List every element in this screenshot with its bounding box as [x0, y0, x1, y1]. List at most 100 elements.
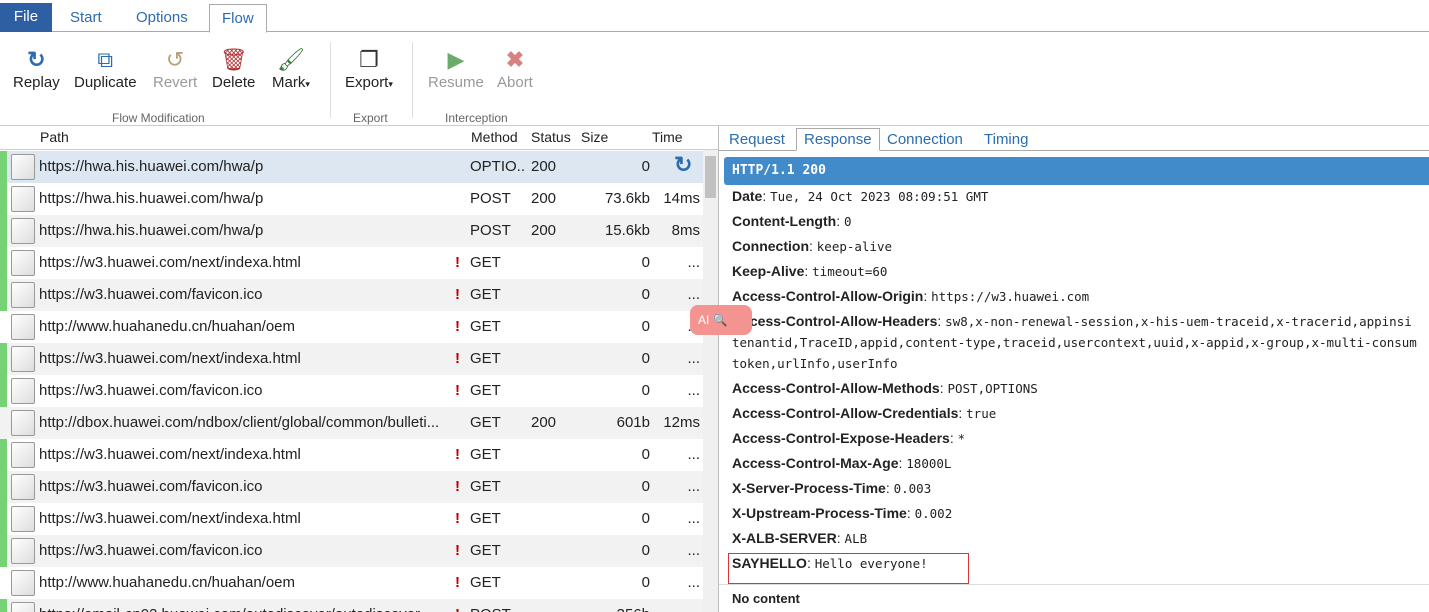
table-row[interactable]: http://www.huahanedu.cn/huahan/oem!GET0.…	[0, 311, 703, 343]
error-icon: !	[455, 286, 460, 303]
table-row[interactable]: https://hwa.his.huawei.com/hwa/p OPTIO...…	[0, 151, 703, 183]
table-row[interactable]: http://dbox.huawei.com/ndbox/client/glob…	[0, 407, 703, 439]
header-name: Access-Control-Allow-Credentials	[732, 405, 959, 421]
replay-label: Replay	[13, 74, 60, 91]
table-row[interactable]: https://w3.huawei.com/next/indexa.html! G…	[0, 439, 703, 471]
size-cell: 0	[641, 318, 650, 335]
refresh-icon: ↻	[27, 47, 46, 72]
header-name: Connection	[732, 238, 809, 254]
revert-button[interactable]: ↺ Revert	[153, 46, 197, 91]
table-row[interactable]: https://w3.huawei.com/next/indexa.html! G…	[0, 503, 703, 535]
size-cell: 0	[641, 510, 650, 527]
header-value: https://w3.huawei.com	[931, 289, 1090, 304]
grid-scrollbar[interactable]	[703, 150, 718, 612]
time-cell: ...	[687, 286, 700, 303]
size-cell: 0	[641, 478, 650, 495]
highlight-box	[728, 553, 969, 584]
tab-timing[interactable]: Timing	[984, 131, 1029, 148]
abort-button[interactable]: ✖ Abort	[497, 46, 533, 91]
column-path[interactable]: Path	[40, 129, 69, 145]
time-cell: ...	[687, 478, 700, 495]
row-icon	[11, 506, 35, 532]
menu-bar: File Start Options Flow	[0, 0, 1429, 33]
error-icon: !	[455, 574, 460, 591]
export-button[interactable]: ❐ Export▾	[345, 46, 393, 91]
tab-connection[interactable]: Connection	[887, 131, 963, 148]
row-icon	[11, 410, 35, 436]
header-name: Date	[732, 188, 763, 204]
header-name: X-ALB-SERVER	[732, 530, 837, 546]
group-label-flow-modification: Flow Modification	[112, 111, 205, 125]
ai-floating-button[interactable]: AI 🔍	[690, 305, 752, 335]
header-value: token,urlInfo,userInfo	[732, 356, 898, 371]
column-method[interactable]: Method	[471, 129, 518, 145]
mark-button[interactable]: 🖌 Mark▾	[272, 46, 310, 91]
header-name: Access-Control-Allow-Headers	[732, 313, 938, 329]
grid-rows: https://hwa.his.huawei.com/hwa/p OPTIO...…	[0, 151, 703, 612]
scrollbar-thumb[interactable]	[705, 156, 716, 198]
row-icon	[11, 282, 35, 308]
tab-start[interactable]: Start	[70, 9, 102, 26]
method-cell: POST	[470, 606, 525, 612]
table-row[interactable]: https://email-cn02.huawei.com/autodiscov…	[0, 599, 703, 612]
table-row[interactable]: https://w3.huawei.com/favicon.ico! GET 0..…	[0, 535, 703, 567]
size-cell: 15.6kb	[604, 222, 650, 239]
detail-tabs: Request Response Connection Timing	[719, 126, 1429, 151]
error-icon: !	[455, 606, 460, 612]
method-cell: GET	[470, 478, 501, 495]
duplicate-button[interactable]: ⧉ Duplicate	[74, 46, 137, 91]
divider	[719, 584, 1429, 585]
mark-indicator	[0, 503, 7, 535]
table-row[interactable]: https://hwa.his.huawei.com/hwa/p POST 200 1…	[0, 215, 703, 247]
method-cell: GET	[470, 254, 501, 271]
method-cell: GET	[470, 350, 501, 367]
header-name: X-Server-Process-Time	[732, 480, 886, 496]
path-cell: https://w3.huawei.com/next/indexa.html	[39, 254, 301, 271]
table-row[interactable]: https://w3.huawei.com/next/indexa.html! G…	[0, 247, 703, 279]
size-cell: 0	[641, 158, 650, 175]
tab-options[interactable]: Options	[136, 9, 188, 26]
method-cell: GET	[470, 382, 501, 399]
path-cell: https://w3.huawei.com/next/indexa.html	[39, 446, 301, 463]
tab-flow[interactable]: Flow	[209, 4, 267, 33]
replay-icon[interactable]: ↻	[674, 152, 693, 177]
size-cell: 0	[641, 542, 650, 559]
table-row[interactable]: https://w3.huawei.com/next/indexa.html! G…	[0, 343, 703, 375]
method-cell: GET	[470, 414, 501, 431]
table-row[interactable]: https://w3.huawei.com/favicon.ico! GET 0..…	[0, 471, 703, 503]
status-cell: 200	[531, 414, 557, 431]
splitter[interactable]	[718, 126, 719, 612]
tab-response[interactable]: Response	[796, 128, 880, 151]
tab-request[interactable]: Request	[729, 131, 785, 148]
row-icon	[11, 442, 35, 468]
column-size[interactable]: Size	[581, 129, 609, 145]
error-icon: !	[455, 478, 460, 495]
header-name: Access-Control-Max-Age	[732, 455, 899, 471]
header-name: Content-Length	[732, 213, 837, 229]
size-cell: 0	[641, 350, 650, 367]
tab-file[interactable]: File	[0, 3, 52, 32]
header-value: *	[957, 431, 966, 446]
revert-label: Revert	[153, 74, 198, 91]
header-line: Access-Control-Expose-Headers: *	[732, 430, 966, 446]
table-row[interactable]: https://w3.huawei.com/favicon.ico! GET 0..…	[0, 375, 703, 407]
mark-indicator	[0, 471, 7, 503]
column-time[interactable]: Time	[652, 129, 683, 145]
delete-button[interactable]: 🗑 Delete	[212, 46, 255, 91]
close-icon: ✖	[505, 47, 525, 72]
row-icon	[11, 602, 35, 612]
time-cell: 12ms	[663, 414, 700, 431]
resume-label: Resume	[428, 74, 484, 91]
resume-button[interactable]: ▶ Resume	[428, 46, 484, 91]
table-row[interactable]: https://w3.huawei.com/favicon.ico! GET 0..…	[0, 279, 703, 311]
time-cell: ...	[687, 542, 700, 559]
group-label-interception: Interception	[445, 111, 508, 125]
replay-button[interactable]: ↻ Replay	[13, 46, 60, 91]
size-cell: 0	[641, 574, 650, 591]
method-cell: GET	[470, 510, 501, 527]
table-row[interactable]: https://hwa.his.huawei.com/hwa/p POST 200 7…	[0, 183, 703, 215]
column-status[interactable]: Status	[531, 129, 571, 145]
header-name: Access-Control-Allow-Origin	[732, 288, 924, 304]
header-line: Access-Control-Allow-Credentials: true	[732, 405, 997, 421]
